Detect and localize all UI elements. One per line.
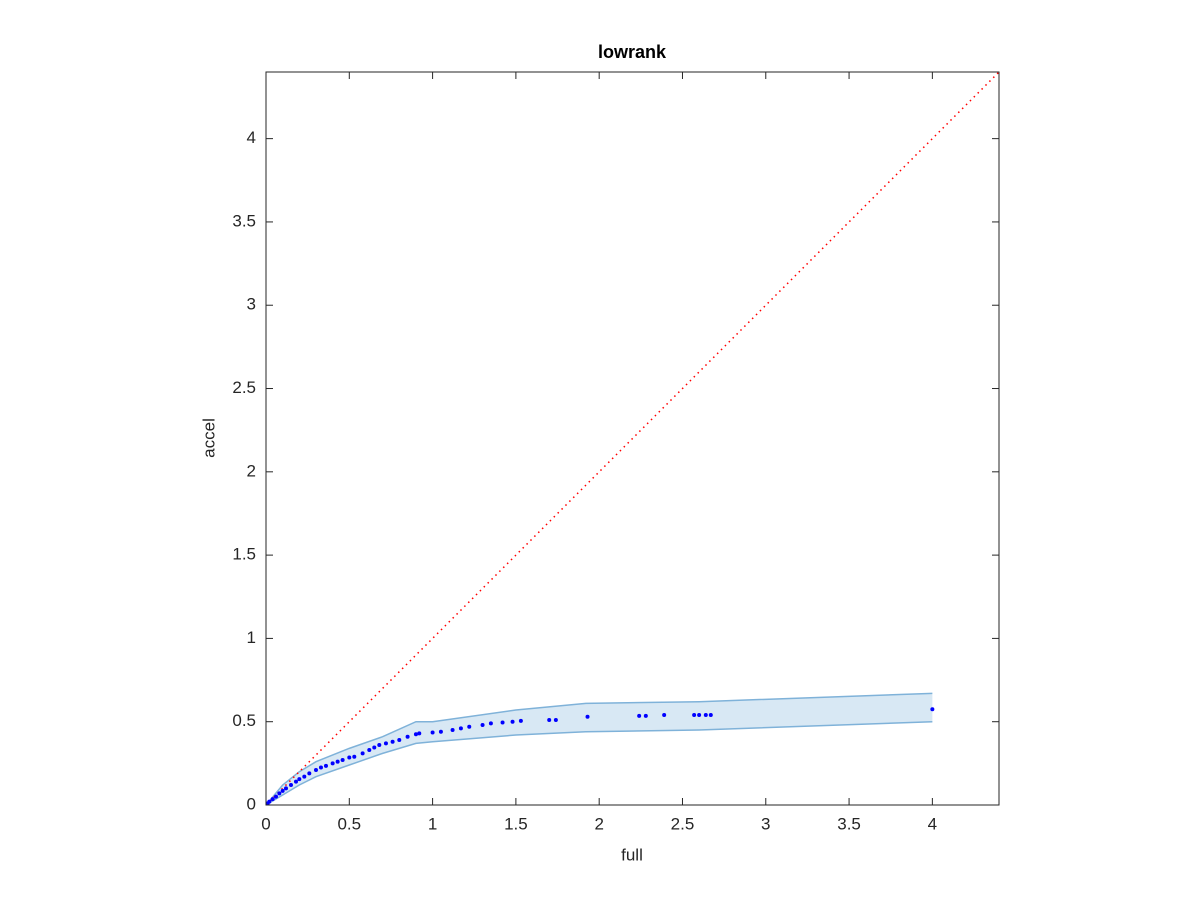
point bbox=[547, 718, 552, 723]
point bbox=[297, 777, 302, 782]
point bbox=[288, 783, 293, 788]
y-tick-label: 1 bbox=[247, 628, 256, 647]
y-tick-label: 3 bbox=[247, 295, 256, 314]
point bbox=[450, 728, 455, 733]
point bbox=[510, 719, 515, 724]
point bbox=[302, 774, 307, 779]
point bbox=[273, 794, 278, 799]
point bbox=[467, 724, 472, 729]
reference-line bbox=[265, 71, 1000, 806]
band-edge bbox=[265, 692, 933, 806]
point bbox=[585, 714, 590, 719]
point bbox=[323, 763, 328, 768]
y-tick-label: 2 bbox=[247, 461, 256, 480]
point bbox=[438, 729, 443, 734]
y-tick-label: 4 bbox=[247, 128, 256, 147]
x-tick-label: 2.5 bbox=[671, 814, 695, 833]
point bbox=[480, 723, 485, 728]
x-tick-label: 1 bbox=[428, 814, 437, 833]
band-fill bbox=[266, 693, 933, 805]
axes-box bbox=[265, 71, 1000, 806]
band-edge bbox=[265, 720, 933, 806]
point bbox=[318, 765, 323, 770]
y-tick-label: 0.5 bbox=[232, 711, 256, 730]
x-tick-label: 2 bbox=[594, 814, 603, 833]
point bbox=[383, 741, 388, 746]
point bbox=[367, 748, 372, 753]
point bbox=[553, 718, 558, 723]
chart-title: lowrank bbox=[598, 42, 667, 62]
x-tick-label: 4 bbox=[928, 814, 937, 833]
point bbox=[372, 745, 377, 750]
point bbox=[413, 732, 418, 737]
y-tick-label: 1.5 bbox=[232, 545, 256, 564]
point bbox=[703, 713, 708, 718]
y-axis-label: accel bbox=[199, 418, 218, 458]
point bbox=[313, 768, 318, 773]
x-tick-label: 3.5 bbox=[837, 814, 861, 833]
point bbox=[930, 707, 935, 712]
point bbox=[637, 713, 642, 718]
point bbox=[280, 788, 285, 793]
point bbox=[708, 713, 713, 718]
point bbox=[330, 761, 335, 766]
y-tick-label: 3.5 bbox=[232, 211, 256, 230]
y-tick-label: 0 bbox=[247, 794, 256, 813]
point bbox=[335, 759, 340, 764]
point bbox=[347, 755, 352, 760]
point bbox=[340, 758, 345, 763]
point bbox=[692, 713, 697, 718]
point bbox=[270, 797, 275, 802]
point bbox=[397, 738, 402, 743]
x-tick-label: 0.5 bbox=[337, 814, 361, 833]
point bbox=[417, 731, 422, 736]
point bbox=[267, 799, 272, 804]
x-axis-label: full bbox=[621, 845, 643, 864]
point bbox=[458, 726, 463, 731]
point bbox=[518, 718, 523, 723]
point bbox=[307, 771, 312, 776]
point bbox=[283, 786, 288, 791]
point bbox=[352, 754, 357, 759]
point bbox=[643, 713, 648, 718]
point bbox=[360, 751, 365, 756]
point bbox=[488, 721, 493, 726]
point bbox=[430, 730, 435, 735]
point bbox=[390, 739, 395, 744]
point bbox=[697, 713, 702, 718]
y-tick-label: 2.5 bbox=[232, 378, 256, 397]
x-tick-label: 1.5 bbox=[504, 814, 528, 833]
point bbox=[500, 720, 505, 725]
point bbox=[662, 713, 667, 718]
point bbox=[405, 734, 410, 739]
point bbox=[277, 791, 282, 796]
point bbox=[293, 779, 298, 784]
x-tick-label: 0 bbox=[261, 814, 270, 833]
point bbox=[377, 743, 382, 748]
x-tick-label: 3 bbox=[761, 814, 770, 833]
